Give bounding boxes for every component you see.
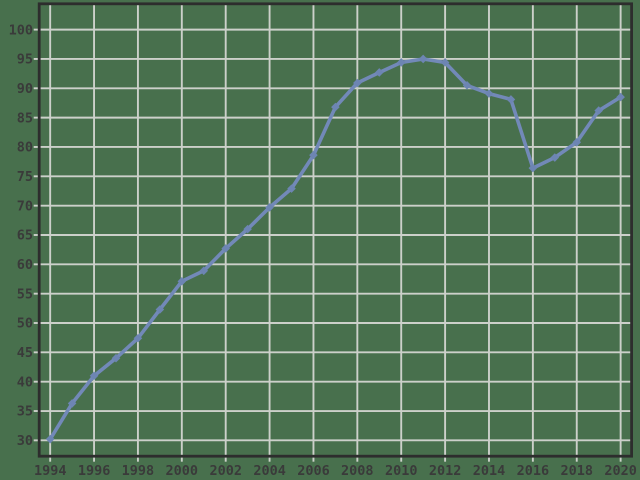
data-point-marker xyxy=(133,333,143,343)
y-tick-label: 100 xyxy=(9,22,33,38)
x-tick-label: 2016 xyxy=(517,463,550,479)
data-point-marker xyxy=(550,153,560,162)
y-tick-label: 40 xyxy=(17,374,33,390)
data-point-marker xyxy=(155,305,165,314)
data-point-marker xyxy=(462,81,472,90)
y-tick-label: 65 xyxy=(17,228,33,244)
data-point-marker xyxy=(199,266,209,276)
x-tick-label: 2006 xyxy=(297,463,330,479)
x-tick-label: 1994 xyxy=(34,463,67,479)
data-point-marker xyxy=(484,89,494,98)
y-tick-label: 85 xyxy=(17,110,33,126)
y-tick-label: 95 xyxy=(17,52,33,68)
data-point-marker xyxy=(243,224,252,234)
x-tick-label: 2020 xyxy=(604,463,637,479)
x-tick-label: 2002 xyxy=(209,463,242,479)
y-tick-label: 70 xyxy=(17,198,33,214)
data-point-marker xyxy=(374,68,384,77)
data-point-marker xyxy=(331,102,340,112)
x-tick-label: 2012 xyxy=(429,463,462,479)
x-tick-label: 2018 xyxy=(560,463,593,479)
x-tick-label: 2010 xyxy=(385,463,418,479)
x-tick-label: 2000 xyxy=(166,463,199,479)
y-tick-label: 60 xyxy=(17,257,33,273)
x-tick-label: 2004 xyxy=(253,463,286,479)
y-tick-label: 50 xyxy=(17,316,33,332)
data-point-marker xyxy=(265,203,274,212)
data-point-marker xyxy=(594,106,603,115)
y-tick-label: 80 xyxy=(17,140,33,156)
data-point-markers xyxy=(45,54,625,444)
plot-frame xyxy=(37,2,634,458)
y-tick-label: 45 xyxy=(17,345,33,361)
data-point-marker xyxy=(221,244,230,253)
data-point-marker xyxy=(353,78,362,88)
y-tick-label: 75 xyxy=(17,169,33,185)
data-point-marker xyxy=(89,371,99,381)
x-tick-label: 1996 xyxy=(78,463,111,479)
y-tick-label: 35 xyxy=(17,404,33,420)
data-point-marker xyxy=(309,150,318,160)
data-point-marker xyxy=(287,184,296,193)
data-point-marker xyxy=(45,434,55,444)
x-tick-label: 1998 xyxy=(122,463,155,479)
data-point-marker xyxy=(440,58,450,67)
x-tick-label: 2008 xyxy=(341,463,374,479)
data-point-marker xyxy=(177,277,187,286)
data-point-marker xyxy=(111,353,121,363)
x-axis-tick-labels: 1994 1996 1998 2000 2002 2004 2006 2008 2010 2012… xyxy=(34,463,637,479)
data-point-marker xyxy=(396,58,406,67)
grid-lines xyxy=(33,3,632,462)
y-tick-label: 55 xyxy=(17,286,33,302)
data-point-marker xyxy=(506,95,516,104)
data-point-marker xyxy=(616,92,625,102)
x-tick-label: 2014 xyxy=(473,463,506,479)
y-tick-label: 90 xyxy=(17,81,33,97)
data-point-marker xyxy=(418,54,428,64)
y-tick-label: 30 xyxy=(17,433,33,449)
y-axis-tick-labels: 30 35 40 45 50 55 60 65 70 75 80 85 90 95 100 xyxy=(9,22,33,449)
data-point-marker xyxy=(67,399,77,408)
data-point-marker xyxy=(572,137,582,147)
data-point-marker xyxy=(528,163,538,173)
